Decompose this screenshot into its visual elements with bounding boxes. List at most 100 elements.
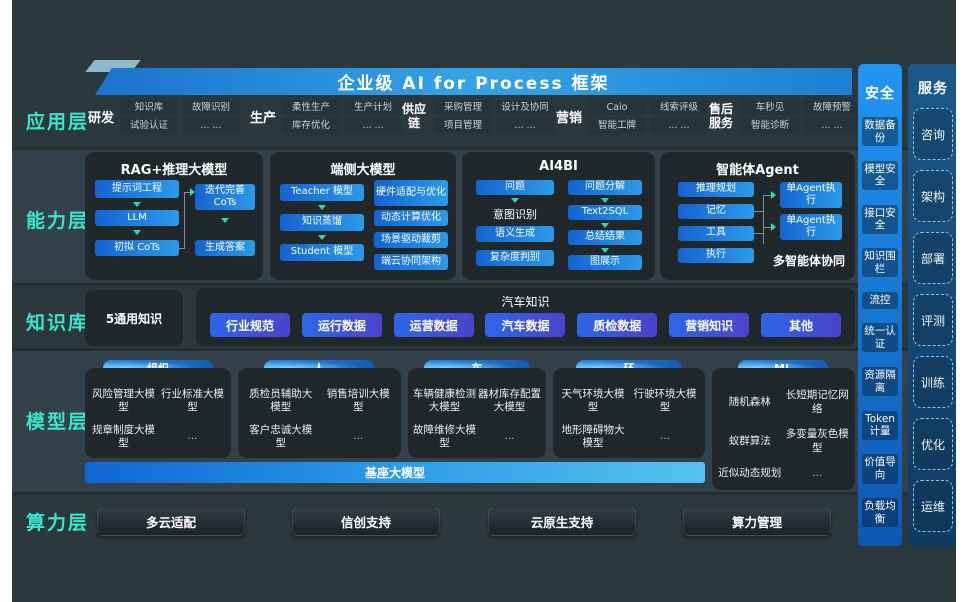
compute-item-xinchuang: 信创支持 xyxy=(292,507,440,536)
agent-left-item: 工具 xyxy=(678,226,754,241)
arrow-right-icon xyxy=(771,191,776,199)
rag-right-step: 生成答案 xyxy=(195,240,255,256)
label-application-layer: 应用层 xyxy=(26,111,90,133)
model-item: 多变量灰色模型 xyxy=(785,428,849,454)
group-items: 知识库 故障识别 试验认证 ... ... xyxy=(120,100,241,134)
agent-left-item: 推理规划 xyxy=(678,182,754,197)
arrow-down-icon xyxy=(318,235,326,240)
knowledge-item: 质检数据 xyxy=(577,313,658,337)
arrow-down-icon xyxy=(601,248,609,253)
app-item: 故障识别 xyxy=(182,100,241,116)
model-item: 规章制度大模型 xyxy=(92,423,155,449)
model-item: 近似动态规划 xyxy=(718,467,782,480)
security-sidebar: 安全 数据备份 模型安全 接口安全 知识围栏 流控 统一认证 资源隔离 Toke… xyxy=(858,64,902,546)
security-item: 资源隔离 xyxy=(862,366,898,397)
connector-line xyxy=(184,192,185,248)
arrow-down-icon xyxy=(511,198,519,203)
app-group-production: 生产 柔性生产 生产计划 库存优化 ... ... xyxy=(250,100,403,134)
model-item: ... xyxy=(187,430,198,443)
knowledge-item: 运行数据 xyxy=(301,313,382,337)
label-capability-layer: 能力层 xyxy=(26,210,90,232)
app-item: ... ... xyxy=(803,118,861,134)
rag-step: LLM xyxy=(95,210,179,226)
service-item: 运维 xyxy=(913,480,953,532)
app-item: 智能诊断 xyxy=(741,118,799,134)
edge-right-item: 场景驱动裁剪 xyxy=(374,232,448,248)
capability-box-ai4bi: AI4BI 问题 意图识别 语义生成 复杂度判别 问题分解 Text2SQL 总… xyxy=(462,152,655,280)
service-item: 优化 xyxy=(913,418,953,470)
security-item: 负载均衡 xyxy=(862,498,898,528)
compute-item-cloudnative: 云原生支持 xyxy=(488,507,636,536)
group-items: 采购管理 设计及协同 项目管理 ... ... xyxy=(434,100,554,134)
compute-item-power-mgmt: 算力管理 xyxy=(683,507,831,536)
model-item: ... xyxy=(659,430,670,443)
model-item: 车辆健康检测大模型 xyxy=(413,387,476,413)
security-item: Token计量 xyxy=(862,410,898,440)
ai4bi-right-item: 问题分解 xyxy=(568,180,642,195)
connector-line xyxy=(754,211,763,212)
ai4bi-left-item: 问题 xyxy=(476,180,554,195)
band-separator xyxy=(12,147,956,150)
general-knowledge-box: 5通用知识 xyxy=(85,290,183,346)
connector-line xyxy=(754,233,763,234)
auto-knowledge-box: 汽车知识 行业规范 运行数据 运营数据 汽车数据 质检数据 营销知识 其他 xyxy=(196,288,855,346)
rag-step: 初拟 CoTs xyxy=(95,240,179,256)
arrow-right-icon xyxy=(771,223,776,231)
ai4bi-left-item: 复杂度判别 xyxy=(476,250,554,266)
app-item: Caio xyxy=(588,100,647,116)
label-model-layer: 模型层 xyxy=(26,411,90,433)
security-item: 模型安全 xyxy=(862,160,898,191)
band-separator xyxy=(12,348,956,351)
connector-line xyxy=(763,195,772,196)
group-name: 生产 xyxy=(250,111,277,127)
connector-line xyxy=(179,248,185,249)
app-item: 智能工牌 xyxy=(588,118,647,134)
framework-title: 企业级 AI for Process 框架 xyxy=(337,74,610,94)
model-item: 行驶环境大模型 xyxy=(633,387,697,413)
arrow-right-icon xyxy=(190,188,195,196)
model-item: 天气环境大模型 xyxy=(561,387,625,413)
knowledge-item: 运营数据 xyxy=(393,313,474,337)
agent-right-item: 单Agent执行 xyxy=(780,182,842,208)
connector-line xyxy=(763,227,772,228)
arrow-down-icon xyxy=(133,230,141,235)
security-item: 知识围栏 xyxy=(862,248,898,278)
app-item: 库存优化 xyxy=(282,118,341,134)
group-name: 研发 xyxy=(88,111,115,127)
service-item: 评测 xyxy=(913,294,953,346)
app-item: 生产计划 xyxy=(344,100,403,116)
multi-agent-caption: 多智能体协同 xyxy=(772,254,845,268)
app-item: 项目管理 xyxy=(434,118,492,134)
ai4bi-right-item: 总结结果 xyxy=(568,230,642,245)
security-title: 安全 xyxy=(865,85,895,102)
app-item: ... ... xyxy=(344,118,403,134)
box-title: RAG+推理大模型 xyxy=(120,163,228,178)
edge-right-item: 端云协同架构 xyxy=(374,254,448,270)
box-title: 智能体Agent xyxy=(716,163,799,178)
group-items: 柔性生产 生产计划 库存优化 ... ... xyxy=(282,100,403,134)
model-item: 蚁群算法 xyxy=(728,434,771,447)
app-item: 故障预警 xyxy=(803,100,861,116)
arrow-down-icon xyxy=(601,223,609,228)
app-item: 线索评级 xyxy=(650,100,709,116)
band-separator xyxy=(12,283,956,286)
app-item: 知识库 xyxy=(120,100,179,116)
auto-knowledge-title: 汽车知识 xyxy=(501,295,550,309)
capability-box-rag: RAG+推理大模型 提示词工程 LLM 初拟 CoTs 迭代完善 CoTs 生成… xyxy=(85,152,263,280)
security-item: 流控 xyxy=(862,292,898,309)
ai4bi-right-item: 图展示 xyxy=(568,255,642,270)
model-item: 故障维修大模型 xyxy=(413,423,476,449)
security-item: 统一认证 xyxy=(862,323,898,353)
label-compute-layer: 算力层 xyxy=(26,512,90,534)
connector-line xyxy=(763,195,764,244)
app-item: ... ... xyxy=(650,118,709,134)
compute-item-multicloud: 多云适配 xyxy=(97,507,245,536)
app-item: ... ... xyxy=(182,118,241,134)
model-item: 风险管理大模型 xyxy=(92,387,155,413)
model-group-ml: 随机森林 长短期记忆网络 蚁群算法 多变量灰色模型 近似动态规划 ... xyxy=(712,368,855,490)
arrow-down-icon xyxy=(318,205,326,210)
model-item: 质检员辅助大模型 xyxy=(249,387,313,413)
agent-left-item: 记忆 xyxy=(678,204,754,219)
service-title: 服务 xyxy=(918,81,948,97)
